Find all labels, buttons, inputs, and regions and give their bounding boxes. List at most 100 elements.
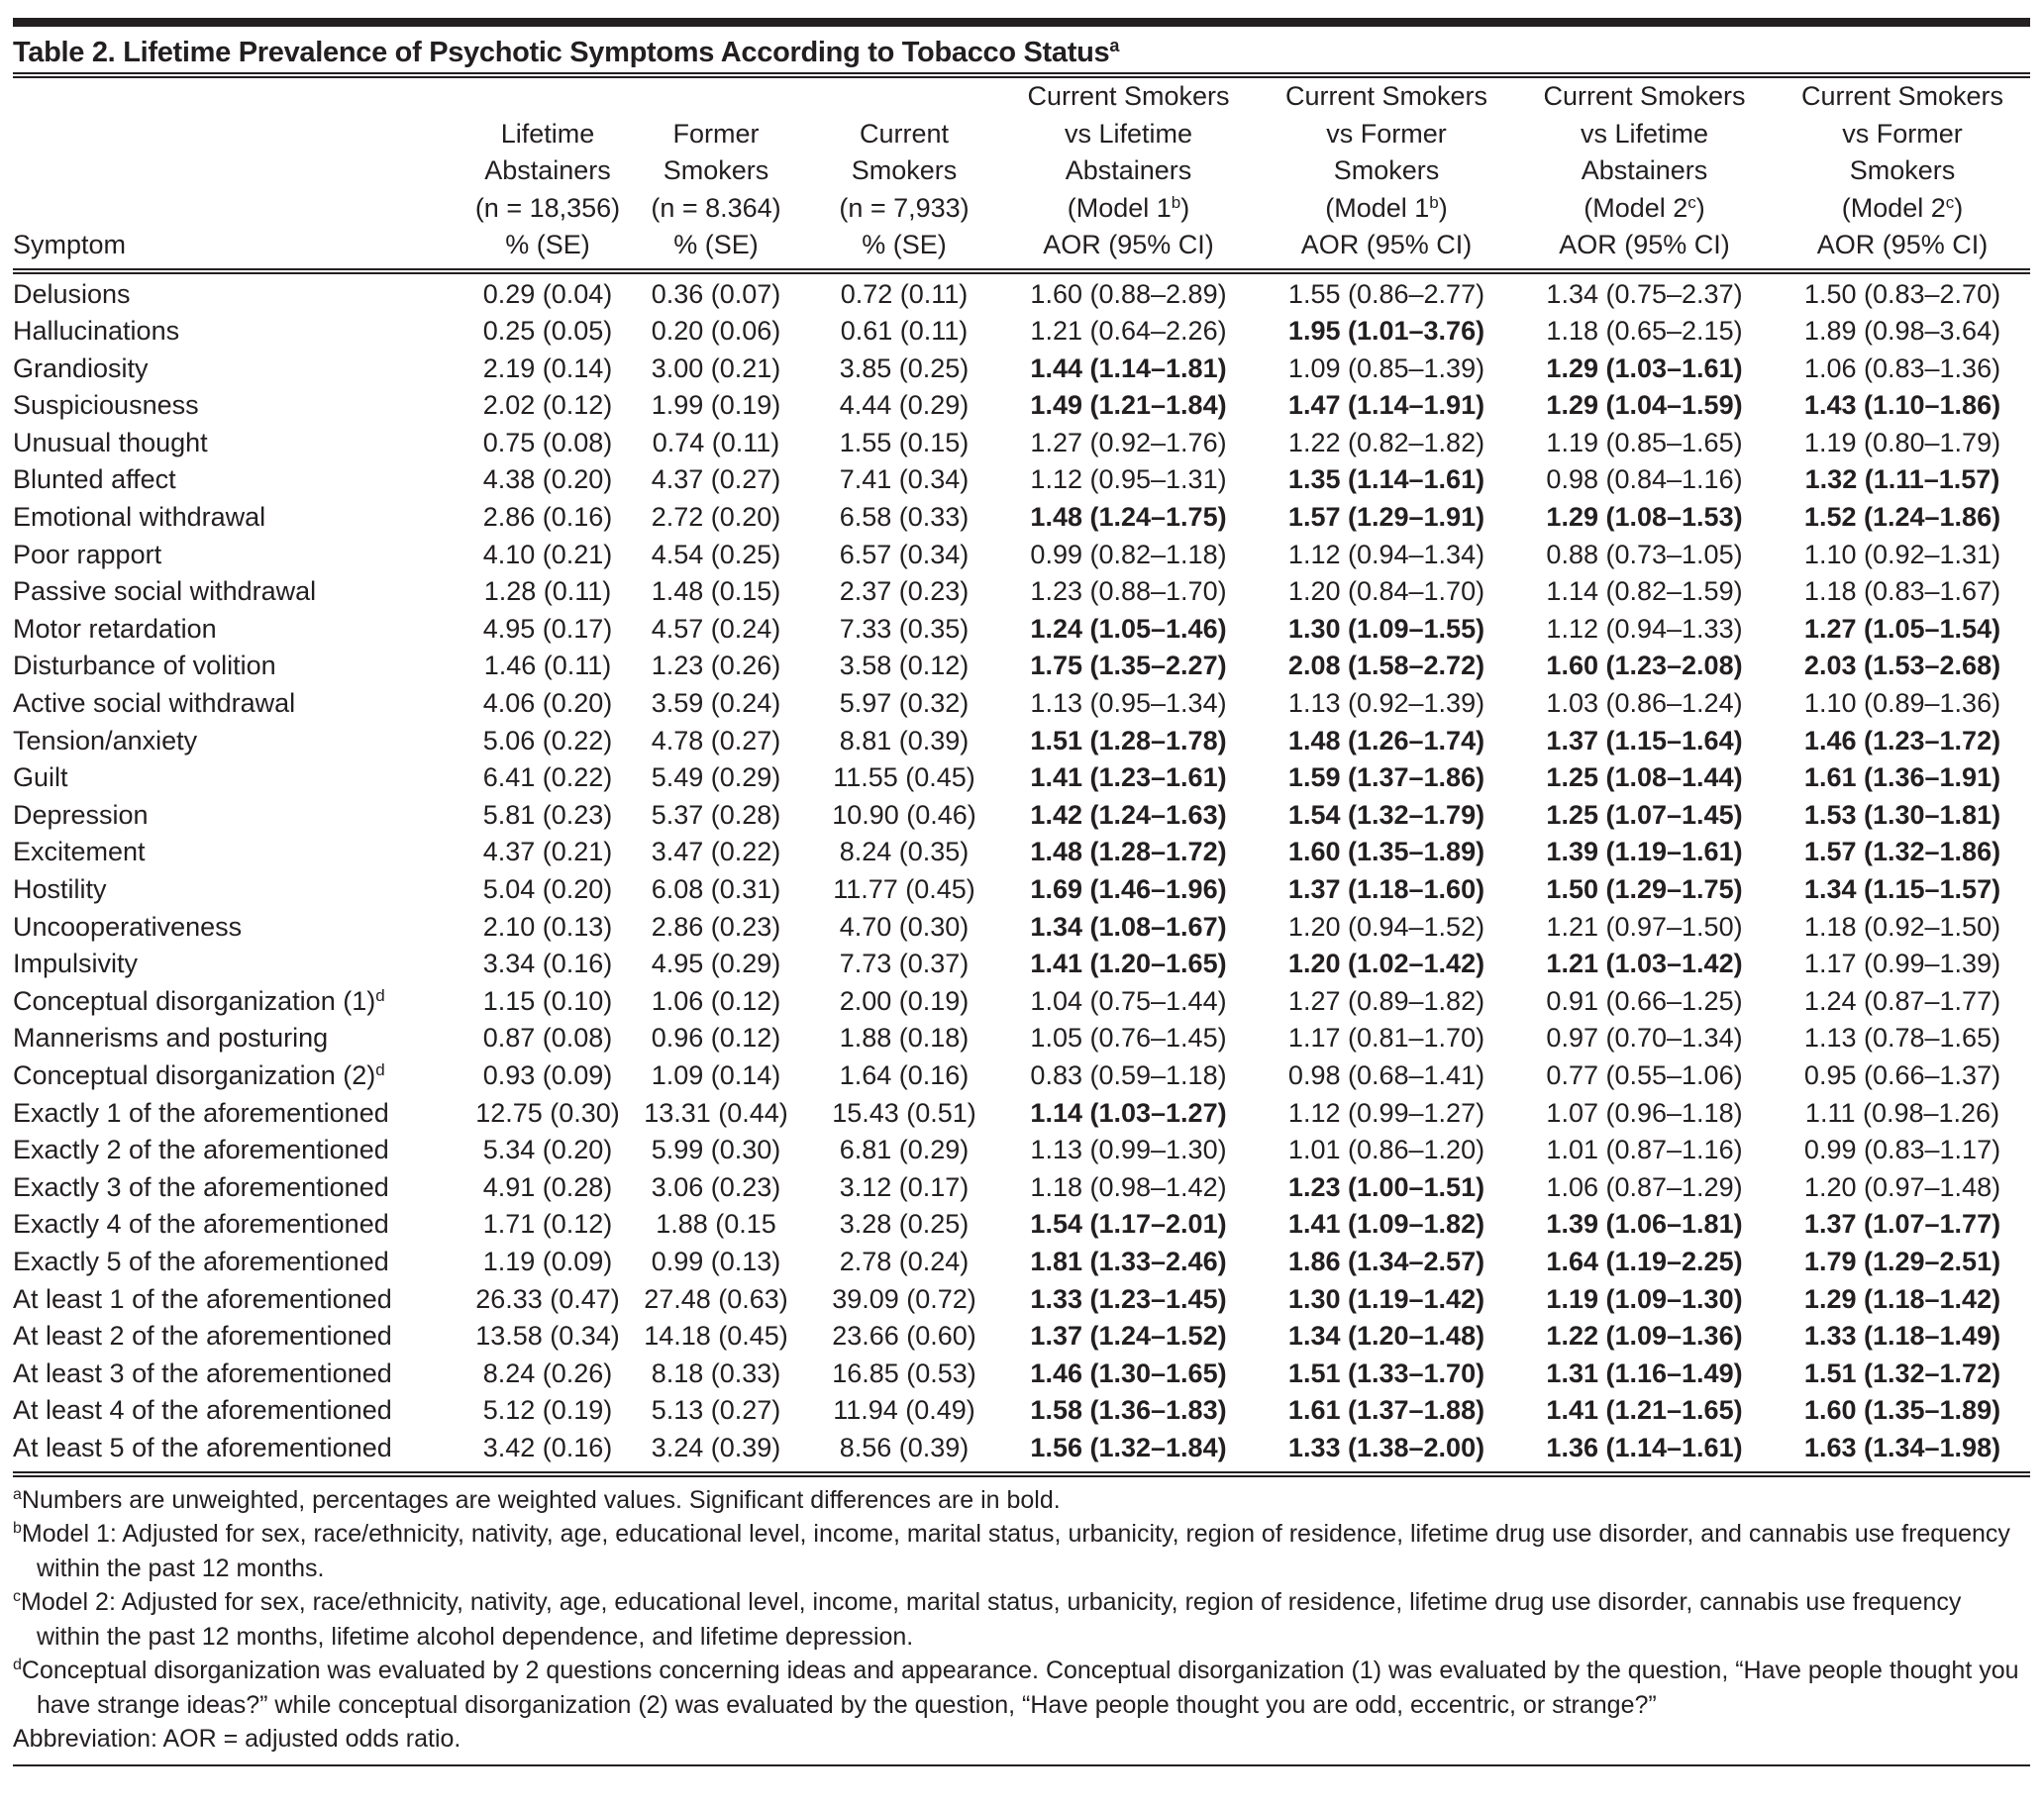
table-row: Mannerisms and posturing 0.87 (0.08) 0.96 … [13,1020,2030,1057]
aor-cell: 1.29 (1.18–1.42) [1803,1283,2001,1314]
prevalence-cell: 5.81 (0.23) [482,799,613,830]
table-row: Blunted affect 4.38 (0.20) 4.37 (0.27) 7.41… [13,461,2030,499]
prevalence-cell: 8.24 (0.35) [839,837,970,867]
aor-cell: 1.14 (0.82–1.59) [1546,576,1743,607]
aor-cell: 1.53 (1.30–1.81) [1803,799,2001,830]
prevalence-cell: 1.88 (0.18) [839,1023,970,1054]
column-header-line: Smokers [851,155,958,185]
aor-cell: 1.51 (1.28–1.78) [1030,725,1227,755]
prevalence-cell: 1.55 (0.15) [839,427,970,457]
aor-cell: 1.13 (0.95–1.34) [1030,688,1227,719]
column-header-line: Symptom [13,230,127,259]
prevalence-cell: 4.37 (0.27) [651,464,781,495]
aor-cell: 1.17 (0.81–1.70) [1287,1023,1485,1054]
aor-cell: 1.75 (1.35–2.27) [1030,651,1227,681]
footnote-text: Abbreviation: AOR = adjusted odds ratio. [13,1725,461,1753]
prevalence-cell: 3.28 (0.25) [839,1209,970,1240]
column-header-line: AOR (95% CI) [1816,230,1989,259]
column-header: Lifetime Abstainers (n = 18,356) % (SE) [473,78,622,268]
symptom-label: Conceptual disorganization (1) [13,985,376,1016]
column-header-line: Smokers [1849,155,1956,185]
aor-cell: 1.12 (0.94–1.34) [1287,539,1485,569]
symptom-label: Unusual thought [13,427,208,457]
table-row: Exactly 5 of the aforementioned 1.19 (0.0… [13,1244,2030,1281]
symptom-cell: Mannerisms and posturing [13,1020,473,1057]
aor-cell: 1.03 (0.86–1.24) [1546,688,1743,719]
footnote-marker: b [1429,192,1439,212]
symptom-cell: Motor retardation [13,611,473,649]
aor-cell: 1.37 (1.24–1.52) [1030,1321,1227,1352]
aor-cell: 1.41 (1.09–1.82) [1287,1209,1485,1240]
aor-cell: 1.01 (0.86–1.20) [1287,1135,1485,1165]
table-row: Impulsivity 3.34 (0.16) 4.95 (0.29) 7.73 (0… [13,946,2030,983]
footnote: dConceptual disorganization was evaluate… [13,1654,2030,1722]
column-header: Former Smokers (n = 8.364) % (SE) [622,78,810,268]
prevalence-cell: 4.95 (0.29) [651,949,781,979]
aor-cell: 1.61 (1.37–1.88) [1287,1395,1485,1426]
aor-cell: 1.29 (1.08–1.53) [1546,502,1743,533]
aor-cell: 1.10 (0.89–1.36) [1803,688,2001,719]
aor-cell: 1.37 (1.15–1.64) [1546,725,1743,755]
table-row: Active social withdrawal 4.06 (0.20) 3.59 … [13,685,2030,723]
prevalence-cell: 6.58 (0.33) [839,502,970,533]
symptom-cell: Passive social withdrawal [13,573,473,611]
prevalence-cell: 6.08 (0.31) [651,874,781,904]
symptom-label: Hallucinations [13,316,180,347]
column-header-line: % (SE) [862,230,947,259]
aor-cell: 0.98 (0.84–1.16) [1546,464,1743,495]
prevalence-cell: 26.33 (0.47) [475,1283,620,1314]
symptom-cell: Exactly 1 of the aforementioned [13,1095,473,1133]
footnote-marker: b [13,1520,22,1537]
header-double-rule [13,267,2030,276]
table-row: Exactly 3 of the aforementioned 4.91 (0.2… [13,1169,2030,1207]
aor-cell: 1.50 (1.29–1.75) [1546,874,1743,904]
prevalence-cell: 4.70 (0.30) [839,911,970,942]
table-row: Emotional withdrawal 2.86 (0.16) 2.72 (0.2… [13,499,2030,537]
aor-cell: 1.29 (1.04–1.59) [1546,390,1743,421]
column-header: Current Smokers vs Former Smokers (Model 2c… [1800,81,2004,259]
aor-cell: 1.33 (1.18–1.49) [1803,1321,2001,1352]
column-header-line: Current Smokers [1027,81,1230,111]
aor-cell: 1.14 (1.03–1.27) [1030,1097,1227,1128]
footnote-marker: c [1945,192,1955,212]
prevalence-cell: 0.61 (0.11) [840,316,969,347]
aor-cell: 1.54 (1.17–2.01) [1030,1209,1227,1240]
prevalence-cell: 2.72 (0.20) [651,502,781,533]
aor-cell: 1.11 (0.98–1.26) [1804,1097,2000,1128]
symptom-cell: Exactly 4 of the aforementioned [13,1206,473,1244]
aor-cell: 1.32 (1.11–1.57) [1804,464,2000,495]
aor-cell: 1.34 (1.15–1.57) [1803,874,2001,904]
aor-cell: 1.37 (1.18–1.60) [1287,874,1485,904]
footnote-marker: d [375,985,385,1005]
prevalence-cell: 5.37 (0.28) [651,799,781,830]
aor-cell: 1.25 (1.08–1.44) [1546,762,1743,793]
aor-cell: 1.18 (0.92–1.50) [1803,911,2001,942]
prevalence-cell: 6.57 (0.34) [839,539,970,569]
prevalence-cell: 16.85 (0.53) [832,1358,976,1388]
symptom-cell: Excitement [13,834,473,871]
symptom-cell: Impulsivity [13,946,473,983]
prevalence-cell: 5.49 (0.29) [651,762,781,793]
symptom-label: Suspiciousness [13,390,199,421]
table-row: Conceptual disorganization (2)d 0.93 (0.0… [13,1057,2030,1095]
prevalence-cell: 5.34 (0.20) [482,1135,613,1165]
symptom-cell: At least 3 of the aforementioned [13,1356,473,1393]
prevalence-cell: 5.12 (0.19) [482,1395,613,1426]
symptom-label: At least 3 of the aforementioned [13,1358,392,1388]
aor-cell: 1.60 (1.23–2.08) [1546,651,1743,681]
aor-cell: 1.44 (1.14–1.81) [1030,352,1227,383]
aor-cell: 1.31 (1.16–1.49) [1546,1358,1743,1388]
aor-cell: 1.58 (1.36–1.83) [1030,1395,1227,1426]
aor-cell: 0.99 (0.83–1.17) [1803,1135,2001,1165]
prevalence-cell: 7.73 (0.37) [839,949,970,979]
aor-cell: 1.13 (0.92–1.39) [1287,688,1485,719]
prevalence-cell: 0.74 (0.11) [652,427,780,457]
table-row: Suspiciousness 2.02 (0.12) 1.99 (0.19) 4.44… [13,387,2030,425]
table-row: At least 3 of the aforementioned 8.24 (0.… [13,1356,2030,1393]
aor-cell: 1.06 (0.83–1.36) [1803,352,2001,383]
symptom-cell: Active social withdrawal [13,685,473,723]
prevalence-cell: 1.64 (0.16) [839,1059,970,1090]
aor-cell: 0.99 (0.82–1.18) [1030,539,1227,569]
aor-cell: 1.54 (1.32–1.79) [1287,799,1485,830]
table-row: Exactly 1 of the aforementioned 12.75 (0.… [13,1095,2030,1133]
